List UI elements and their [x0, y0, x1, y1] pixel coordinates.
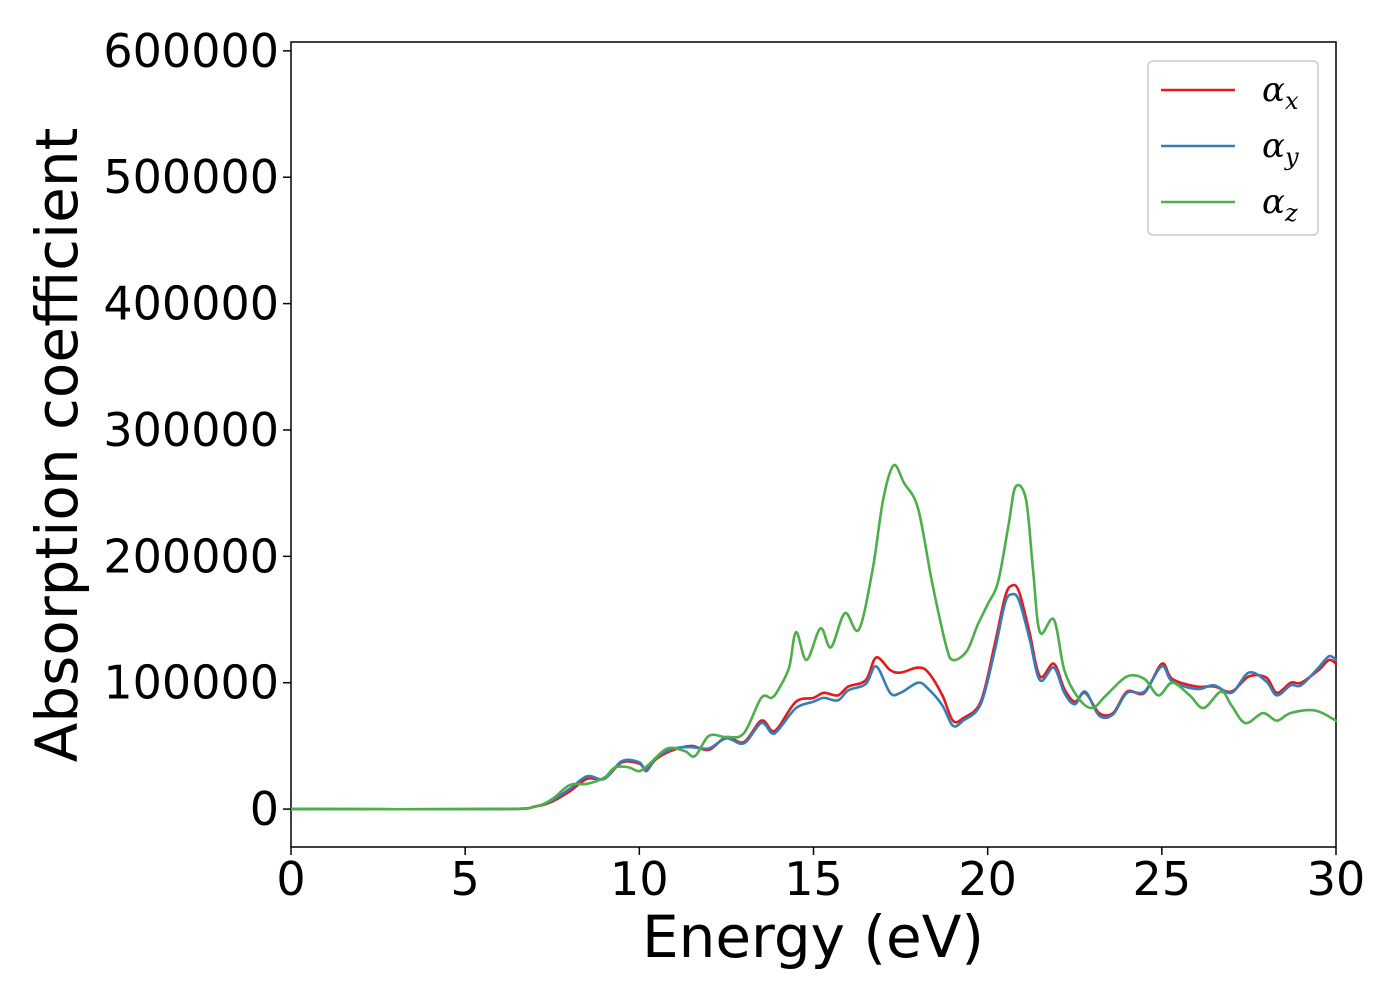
x-axis-title: Energy (eV)	[642, 903, 984, 971]
x-tick-label: 20	[958, 852, 1017, 906]
x-tick-label: 30	[1307, 852, 1366, 906]
y-tick-label: 200000	[103, 529, 279, 583]
y-axis-title: Absorption coefficient	[23, 128, 91, 763]
y-tick-label: 300000	[103, 403, 279, 457]
x-tick-label: 0	[276, 852, 305, 906]
series-line-y	[289, 592, 1338, 811]
x-tick-label: 10	[610, 852, 669, 906]
y-axis: 0 100000 200000 300000 400000 500000 600000	[103, 24, 291, 836]
legend-box	[1147, 60, 1319, 236]
y-tick-label: 400000	[103, 277, 279, 331]
y-tick-label: 500000	[103, 150, 279, 204]
x-tick-label: 15	[784, 852, 843, 906]
series-line-z	[289, 463, 1338, 811]
y-tick-label: 600000	[103, 24, 279, 78]
y-tick-label: 100000	[103, 656, 279, 710]
y-tick-label: 0	[250, 782, 279, 836]
x-tick-label: 25	[1133, 852, 1192, 906]
x-tick-label: 5	[451, 852, 480, 906]
series-layer	[289, 463, 1338, 811]
x-axis: 0 5 10 15 20 25 30	[276, 847, 1365, 906]
